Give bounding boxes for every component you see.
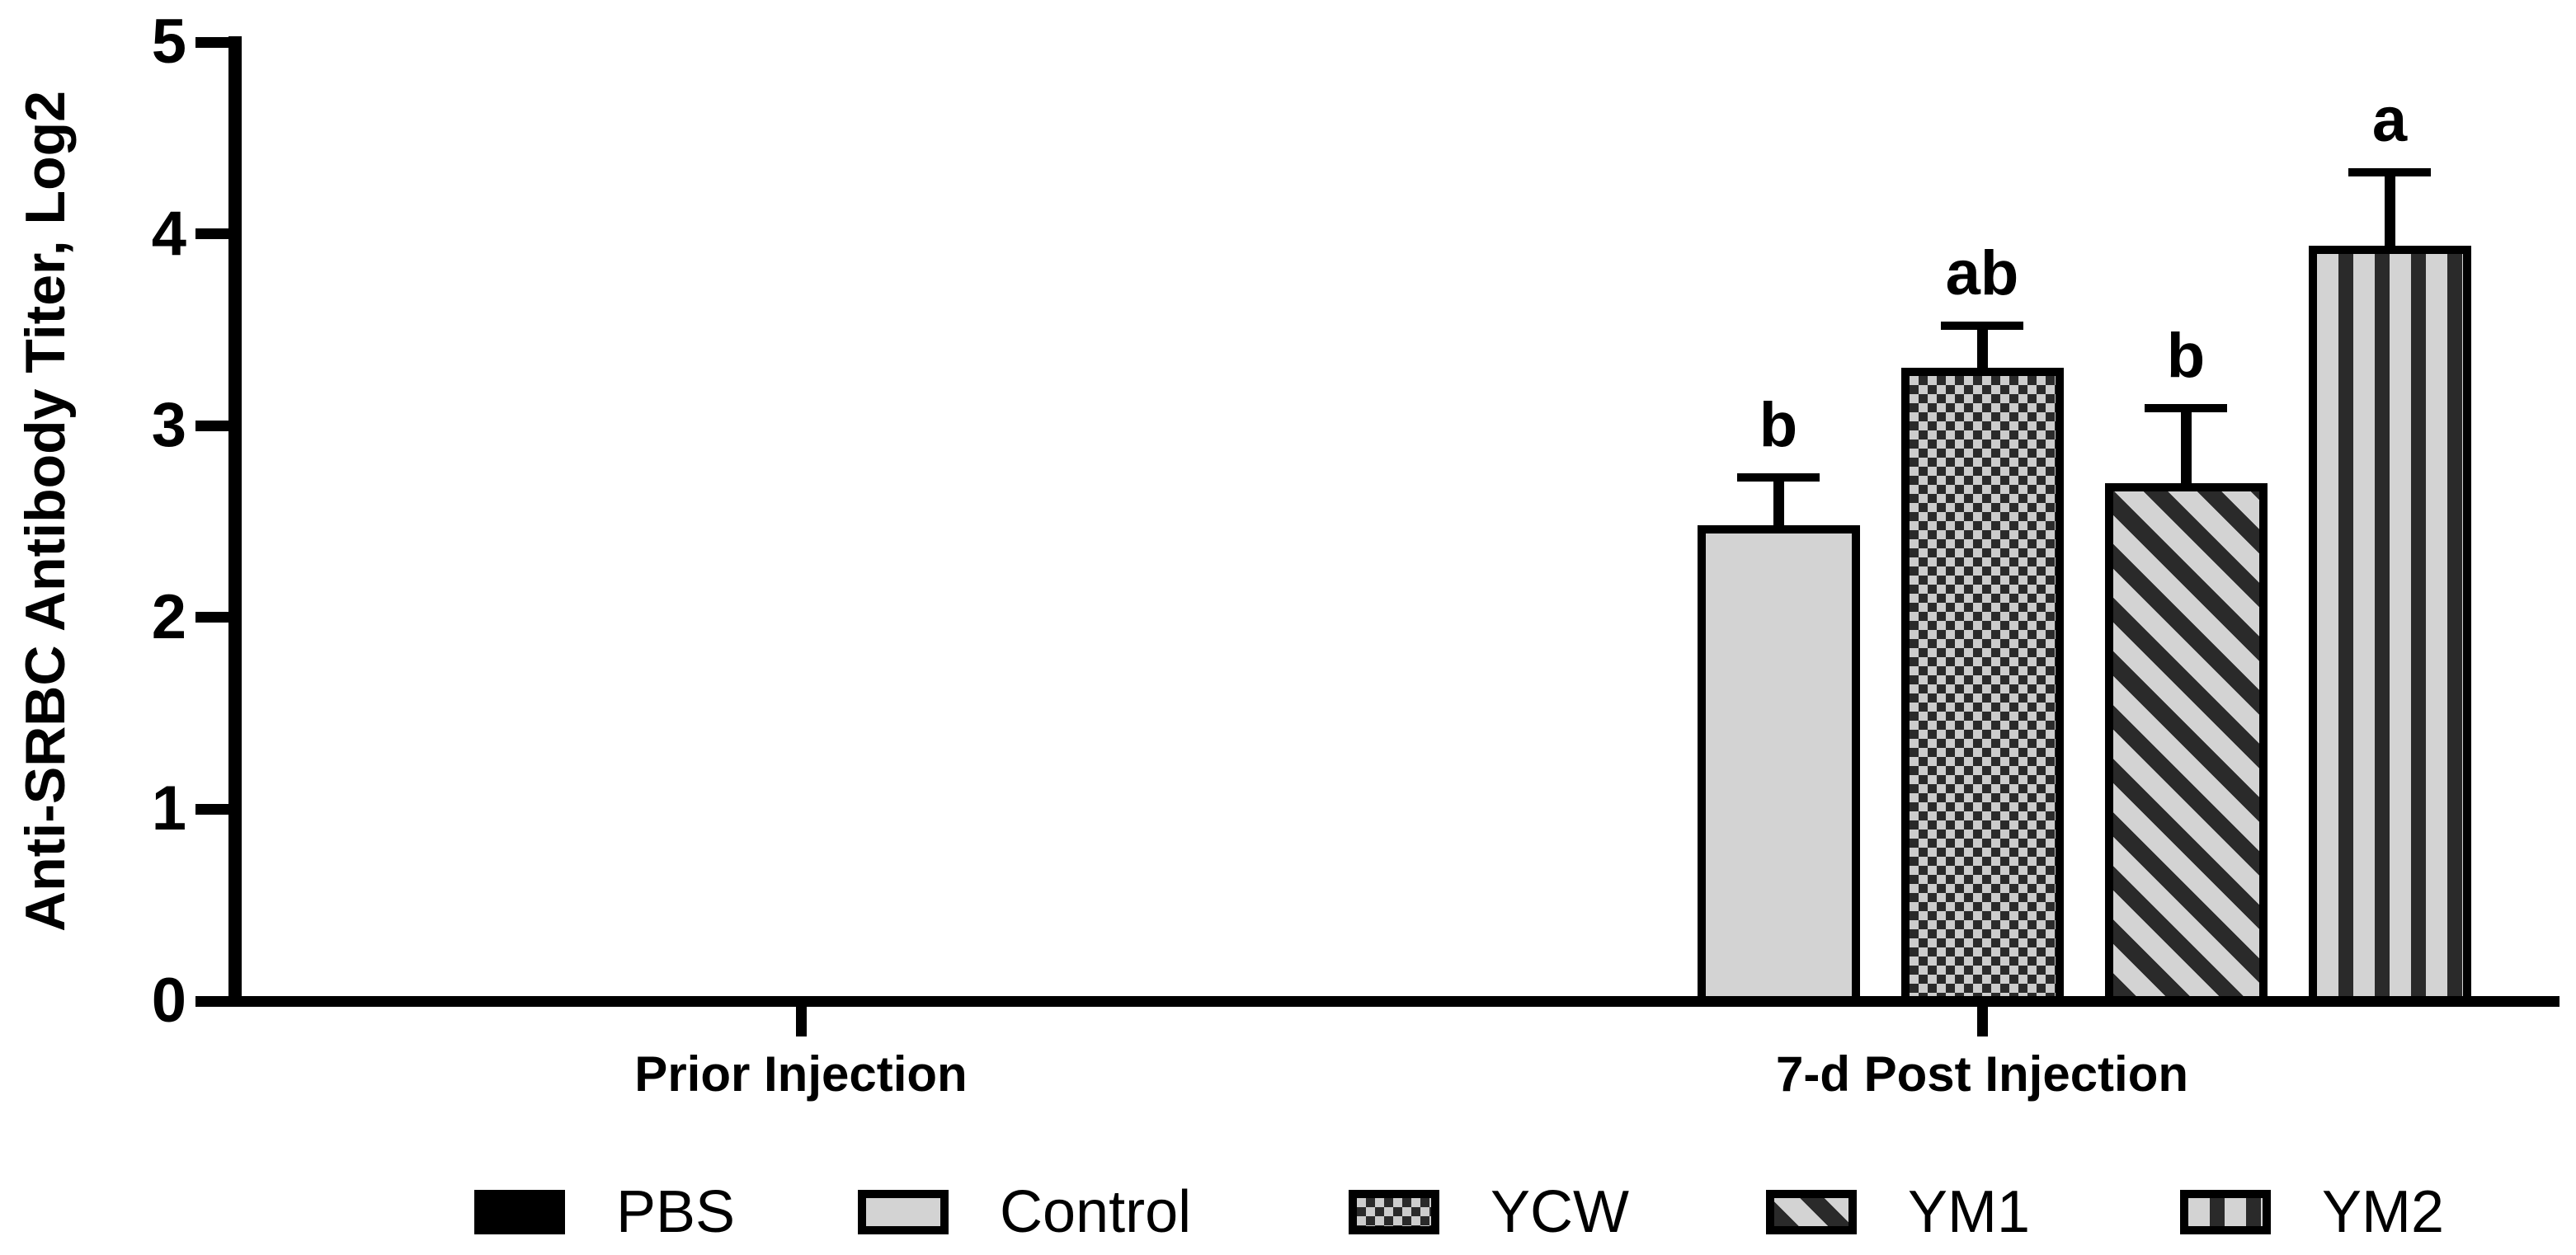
sig-letter: ab xyxy=(1945,238,2019,308)
error-bar-cap xyxy=(2348,168,2431,176)
legend-label: YCW xyxy=(1491,1179,1629,1245)
bar-control xyxy=(1698,525,1860,1006)
legend-label: Control xyxy=(1000,1179,1192,1245)
error-bar-stem xyxy=(2385,172,2395,255)
legend-label: YM2 xyxy=(2322,1179,2445,1245)
legend-swatch-solid-black xyxy=(474,1190,565,1234)
y-tick-label: 1 xyxy=(151,773,186,844)
y-tick xyxy=(195,804,242,815)
bar-ym2 xyxy=(2309,246,2471,1006)
error-bar-cap xyxy=(2145,404,2227,412)
legend-item-control: Control xyxy=(858,1179,1192,1245)
error-bar-stem xyxy=(1773,477,1784,535)
x-tick xyxy=(1977,1007,1988,1036)
legend-item-ym2: YM2 xyxy=(2180,1179,2445,1245)
error-bar-cap xyxy=(1941,322,2023,330)
y-tick xyxy=(195,996,242,1007)
x-category-label: Prior Injection xyxy=(634,1046,968,1102)
legend-label: YM1 xyxy=(1908,1179,2031,1245)
legend-item-ym1: YM1 xyxy=(1766,1179,2031,1245)
legend-swatch-checker xyxy=(1349,1190,1439,1234)
y-tick xyxy=(195,421,242,431)
legend-label: PBS xyxy=(616,1179,736,1245)
x-tick xyxy=(796,1007,807,1036)
legend-swatch-diagonal-stripes xyxy=(1766,1190,1857,1234)
y-tick-label: 4 xyxy=(151,199,186,269)
sig-letter: b xyxy=(2166,321,2206,391)
legend-item-pbs: PBS xyxy=(474,1179,736,1245)
legend-swatch-solid-light xyxy=(858,1190,949,1234)
legend-swatch-vertical-stripes xyxy=(2180,1190,2271,1234)
legend-item-ycw: YCW xyxy=(1349,1179,1629,1245)
x-axis-line xyxy=(195,996,2560,1007)
y-tick-label: 0 xyxy=(151,966,186,1036)
bar-ym1 xyxy=(2105,483,2268,1006)
y-tick-label: 3 xyxy=(151,390,186,460)
error-bar-cap xyxy=(1737,473,1820,482)
bar-ycw xyxy=(1901,368,2064,1006)
x-category-label: 7-d Post Injection xyxy=(1775,1046,2189,1102)
error-bar-stem xyxy=(2181,408,2192,493)
y-axis-line xyxy=(228,36,242,1007)
y-tick-label: 5 xyxy=(151,7,186,77)
y-axis-title-wrap: Anti-SRBC Antibody Titer, Log2 xyxy=(0,0,91,1022)
y-tick xyxy=(195,228,242,239)
error-bar-stem xyxy=(1977,326,1988,378)
sig-letter: b xyxy=(1759,390,1798,460)
sig-letter: a xyxy=(2371,85,2408,155)
y-tick xyxy=(195,37,242,48)
y-tick-label: 2 xyxy=(151,582,186,652)
y-tick xyxy=(195,612,242,623)
